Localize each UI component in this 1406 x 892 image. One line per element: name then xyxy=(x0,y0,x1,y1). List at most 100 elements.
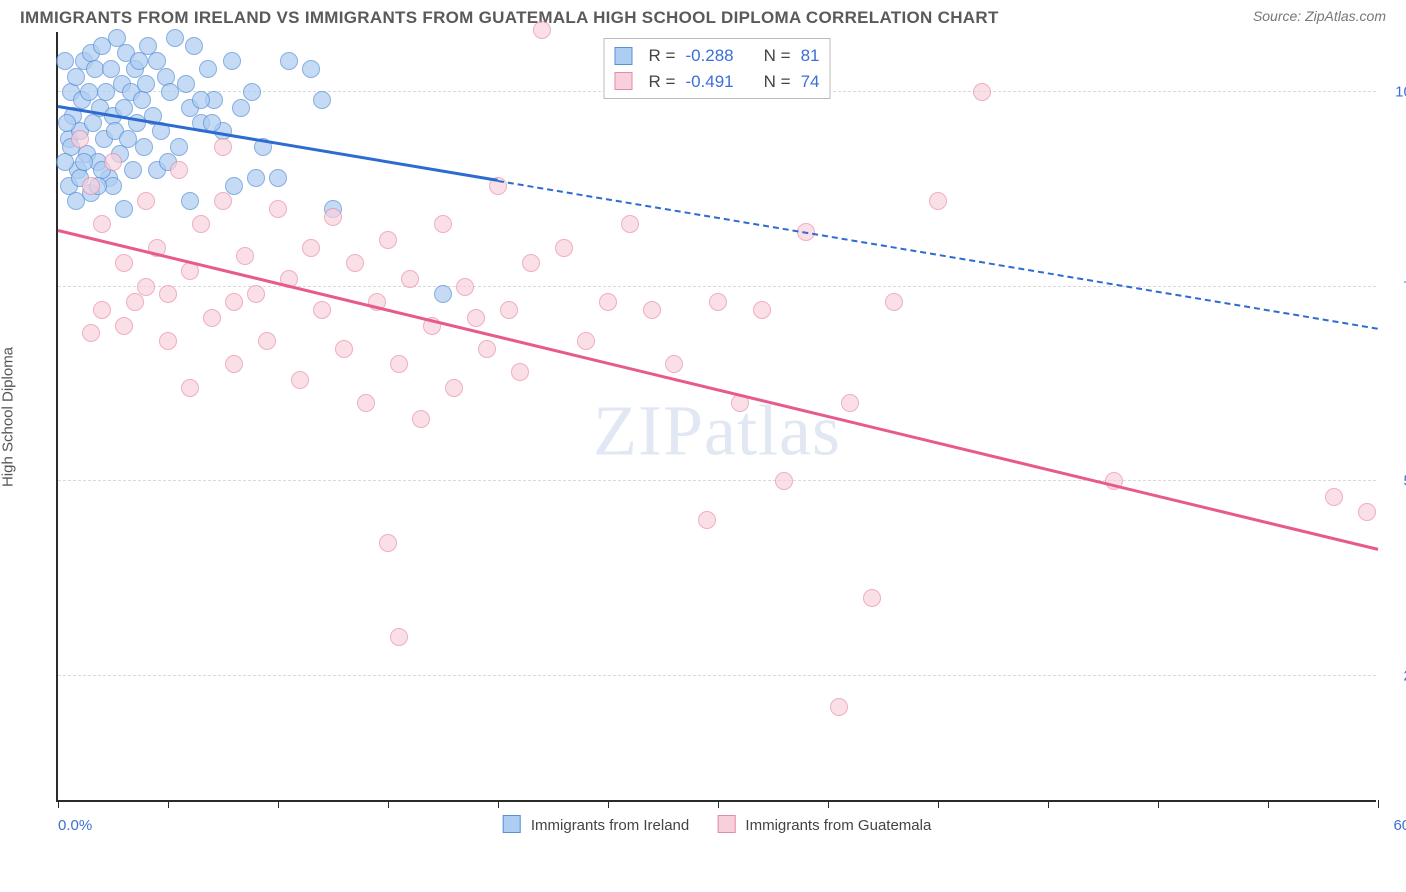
data-point xyxy=(115,200,133,218)
data-point xyxy=(225,177,243,195)
n-value-ireland: 81 xyxy=(801,43,820,69)
data-point xyxy=(159,332,177,350)
x-tick xyxy=(58,800,59,808)
data-point xyxy=(456,278,474,296)
data-point xyxy=(709,293,727,311)
x-tick xyxy=(1048,800,1049,808)
x-tick xyxy=(278,800,279,808)
data-point xyxy=(84,114,102,132)
data-point xyxy=(346,254,364,272)
chart-container: High School Diploma ZIPatlas R = -0.288 … xyxy=(20,32,1386,802)
data-point xyxy=(643,301,661,319)
x-tick xyxy=(608,800,609,808)
chart-title: IMMIGRANTS FROM IRELAND VS IMMIGRANTS FR… xyxy=(20,8,999,28)
data-point xyxy=(467,309,485,327)
r-value-ireland: -0.288 xyxy=(685,43,733,69)
r-value-guatemala: -0.491 xyxy=(685,69,733,95)
series-legend: Immigrants from Ireland Immigrants from … xyxy=(503,815,932,834)
legend-item-guatemala: Immigrants from Guatemala xyxy=(717,815,931,834)
data-point xyxy=(124,161,142,179)
y-tick-label: 100.0% xyxy=(1381,84,1406,101)
data-point xyxy=(698,511,716,529)
data-point xyxy=(137,75,155,93)
x-tick xyxy=(1378,800,1379,808)
data-point xyxy=(225,293,243,311)
data-point xyxy=(445,379,463,397)
x-tick xyxy=(498,800,499,808)
data-point xyxy=(80,83,98,101)
data-point xyxy=(522,254,540,272)
x-tick xyxy=(828,800,829,808)
data-point xyxy=(115,317,133,335)
swatch-ireland-icon xyxy=(503,815,521,833)
source-label: Source: ZipAtlas.com xyxy=(1253,8,1386,24)
gridline xyxy=(58,480,1376,481)
data-point xyxy=(390,355,408,373)
data-point xyxy=(390,628,408,646)
data-point xyxy=(130,52,148,70)
data-point xyxy=(243,83,261,101)
data-point xyxy=(82,177,100,195)
r-label: R = xyxy=(649,69,676,95)
data-point xyxy=(170,161,188,179)
data-point xyxy=(379,231,397,249)
data-point xyxy=(102,60,120,78)
data-point xyxy=(555,239,573,257)
data-point xyxy=(324,208,342,226)
watermark: ZIPatlas xyxy=(593,390,841,473)
data-point xyxy=(357,394,375,412)
legend-item-ireland: Immigrants from Ireland xyxy=(503,815,690,834)
data-point xyxy=(232,99,250,117)
data-point xyxy=(214,138,232,156)
data-point xyxy=(71,130,89,148)
data-point xyxy=(577,332,595,350)
data-point xyxy=(177,75,195,93)
data-point xyxy=(335,340,353,358)
data-point xyxy=(753,301,771,319)
data-point xyxy=(434,215,452,233)
x-axis-min-label: 0.0% xyxy=(58,817,92,834)
x-axis-max-label: 60.0% xyxy=(1393,817,1406,834)
data-point xyxy=(401,270,419,288)
data-point xyxy=(830,698,848,716)
data-point xyxy=(500,301,518,319)
n-value-guatemala: 74 xyxy=(801,69,820,95)
data-point xyxy=(863,589,881,607)
swatch-guatemala-icon xyxy=(717,815,735,833)
data-point xyxy=(104,177,122,195)
data-point xyxy=(170,138,188,156)
data-point xyxy=(166,29,184,47)
data-point xyxy=(104,153,122,171)
data-point xyxy=(665,355,683,373)
data-point xyxy=(302,60,320,78)
data-point xyxy=(181,192,199,210)
data-point xyxy=(93,301,111,319)
data-point xyxy=(269,169,287,187)
data-point xyxy=(511,363,529,381)
data-point xyxy=(192,91,210,109)
data-point xyxy=(56,52,74,70)
data-point xyxy=(225,355,243,373)
data-point xyxy=(599,293,617,311)
data-point xyxy=(841,394,859,412)
data-point xyxy=(126,293,144,311)
gridline xyxy=(58,675,1376,676)
r-label: R = xyxy=(649,43,676,69)
data-point xyxy=(115,254,133,272)
data-point xyxy=(1325,488,1343,506)
data-point xyxy=(67,68,85,86)
data-point xyxy=(533,21,551,39)
scatter-plot: ZIPatlas R = -0.288 N = 81 R = -0.491 N … xyxy=(56,32,1376,802)
data-point xyxy=(137,278,155,296)
data-point xyxy=(621,215,639,233)
data-point xyxy=(1358,503,1376,521)
data-point xyxy=(885,293,903,311)
data-point xyxy=(192,215,210,233)
data-point xyxy=(247,169,265,187)
data-point xyxy=(137,192,155,210)
x-tick xyxy=(168,800,169,808)
data-point xyxy=(203,309,221,327)
data-point xyxy=(93,215,111,233)
data-point xyxy=(181,379,199,397)
data-point xyxy=(929,192,947,210)
